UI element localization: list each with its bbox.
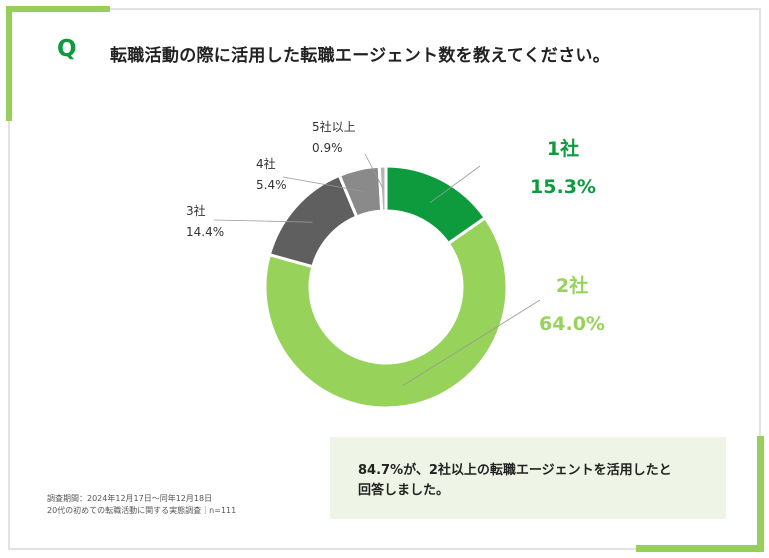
slice-value-label-5: 0.9% xyxy=(312,141,343,155)
slice-value-label-3: 14.4% xyxy=(186,225,224,239)
summary-line-2: 回答しました。 xyxy=(358,483,450,498)
slice-category-label-3: 3社 xyxy=(186,203,206,218)
corner-accent-bottom-right-vertical xyxy=(757,436,764,552)
donut-slice-2 xyxy=(263,215,509,410)
leader-line-1 xyxy=(429,165,481,204)
question-mark-label: Q xyxy=(57,36,77,62)
slice-category-label-2: 2社 xyxy=(556,274,588,297)
slice-category-label-1: 1社 xyxy=(547,137,579,160)
leader-line-5 xyxy=(364,153,384,190)
survey-source-note: 調査期間：2024年12月17日〜同年12月18日 20代の初めての転職活動に関… xyxy=(47,493,236,517)
corner-accent-bottom-right xyxy=(636,545,764,552)
leader-line-2 xyxy=(402,299,541,386)
question-title: 転職活動の際に活用した転職エージェント数を教えてください。 xyxy=(110,46,610,66)
slice-value-label-4: 5.4% xyxy=(256,178,287,192)
leader-line-3 xyxy=(213,219,313,223)
slice-value-label-2: 64.0% xyxy=(539,313,605,335)
summary-line-1: 84.7%が、2社以上の転職エージェントを活用したと xyxy=(358,463,672,478)
slice-category-label-4: 4社 xyxy=(256,156,276,171)
slice-category-label-5: 5社以上 xyxy=(312,119,356,134)
survey-period: 調査期間：2024年12月17日〜同年12月18日 xyxy=(47,494,213,503)
summary-box: 84.7%が、2社以上の転職エージェントを活用したと 回答しました。 xyxy=(330,437,726,519)
corner-accent-top-left xyxy=(6,6,110,12)
card-border xyxy=(8,8,761,550)
corner-accent-top-left-vertical xyxy=(6,6,12,121)
slice-value-label-1: 15.3% xyxy=(530,176,596,198)
leader-line-4 xyxy=(282,176,365,192)
survey-title: 20代の初めての転職活動に関する実態調査｜n=111 xyxy=(47,506,237,515)
